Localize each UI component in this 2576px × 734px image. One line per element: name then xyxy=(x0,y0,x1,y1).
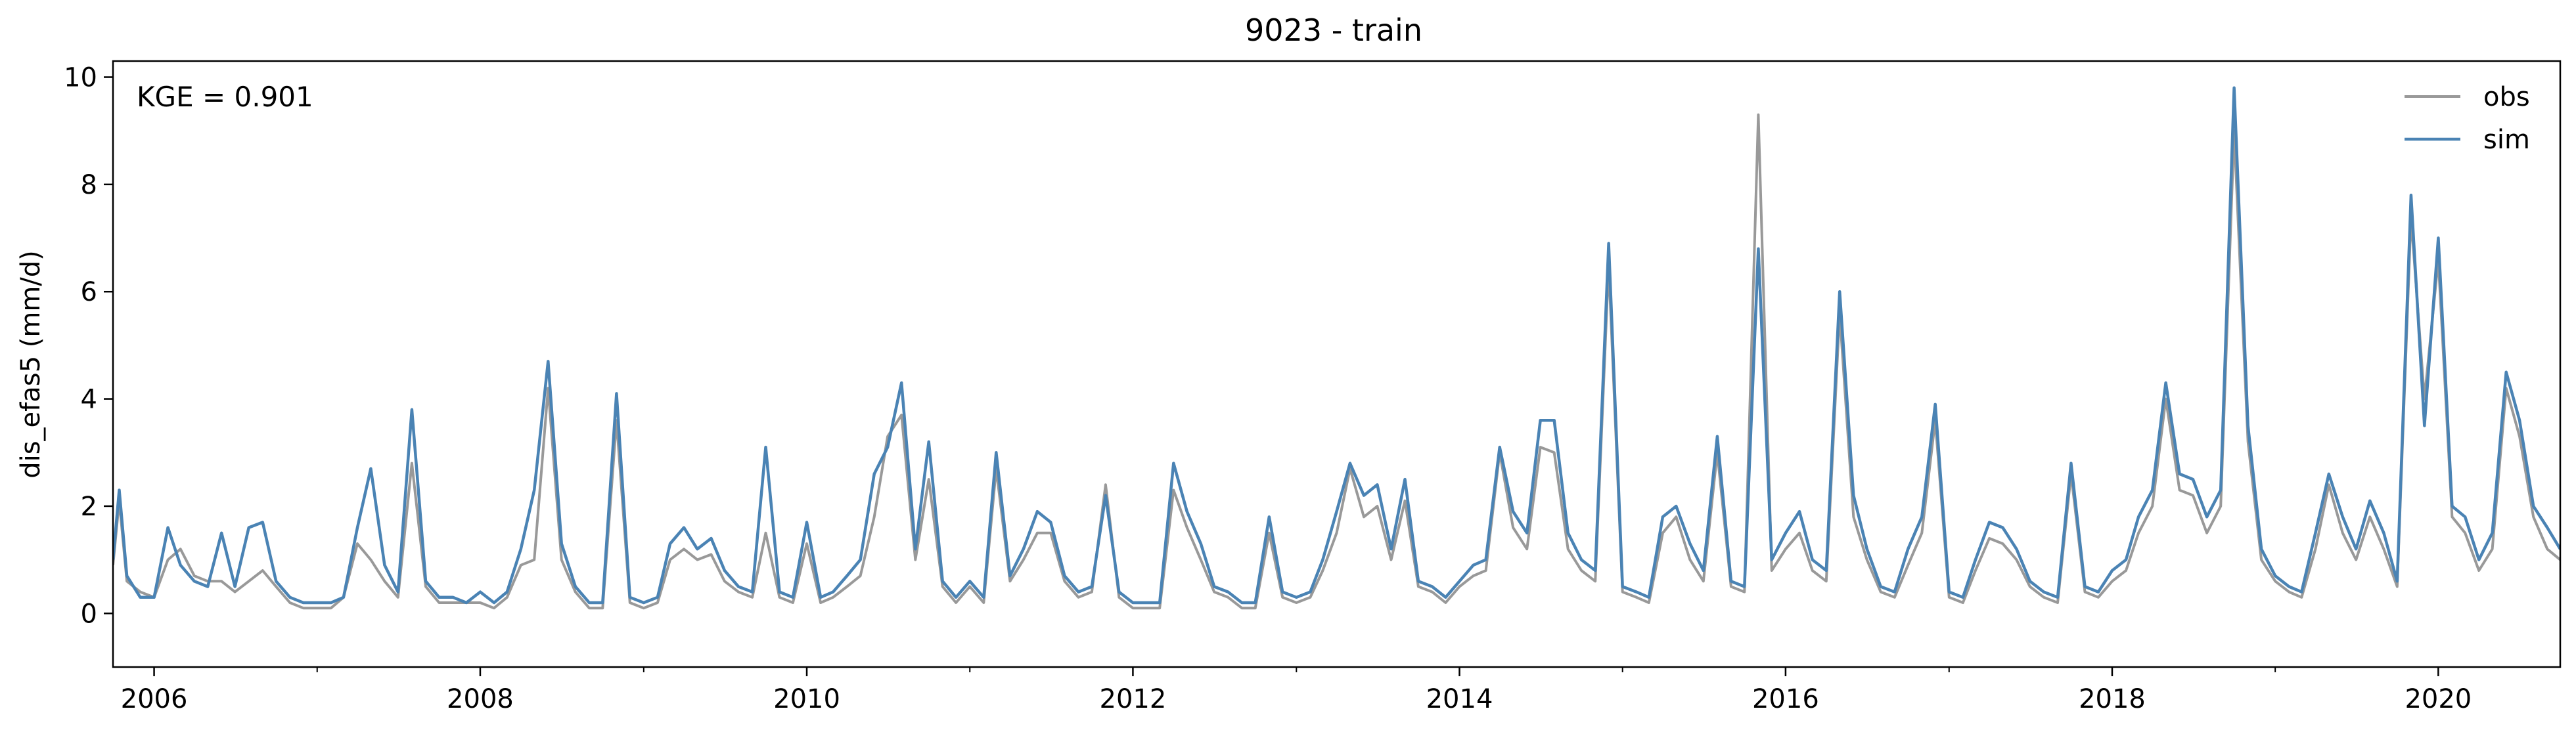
plot-frame xyxy=(112,60,2562,668)
y-axis-label: dis_efas5 (mm/d) xyxy=(16,250,46,479)
legend-label-sim: sim xyxy=(2483,125,2530,155)
y-tick-label: 0 xyxy=(81,599,97,629)
x-tick-label: 2008 xyxy=(447,684,514,714)
y-tick-label: 10 xyxy=(64,63,97,93)
x-tick-label: 2018 xyxy=(2079,684,2146,714)
x-tick-label: 2020 xyxy=(2405,684,2472,714)
x-axis: 2006 2008 2010 2012 2014 2016 2018 2020 xyxy=(121,667,2472,714)
y-tick-label: 8 xyxy=(81,170,97,200)
y-tick-label: 6 xyxy=(81,277,97,307)
legend: obs sim xyxy=(2405,82,2530,155)
y-tick-label: 2 xyxy=(81,492,97,522)
plot-background xyxy=(113,61,2560,667)
kge-annotation: KGE = 0.901 xyxy=(137,81,313,113)
x-tick-label: 2014 xyxy=(1426,684,1493,714)
series-line-sim xyxy=(113,86,2560,605)
y-tick-label: 4 xyxy=(81,385,97,415)
y-axis: 0 2 4 6 8 10 xyxy=(64,63,113,629)
legend-label-obs: obs xyxy=(2483,82,2530,112)
series-line-obs xyxy=(113,113,2560,610)
plot-area: 2006 2008 2010 2012 2014 2016 2018 2020 0 2 4 6 8 10 xyxy=(64,60,2562,714)
x-tick-label: 2010 xyxy=(773,684,840,714)
series-layer xyxy=(113,86,2560,610)
x-tick-label: 2012 xyxy=(1100,684,1167,714)
x-tick-label: 2006 xyxy=(121,684,188,714)
chart-title: 9023 - train xyxy=(1245,12,1422,48)
x-tick-label: 2016 xyxy=(1752,684,1819,714)
